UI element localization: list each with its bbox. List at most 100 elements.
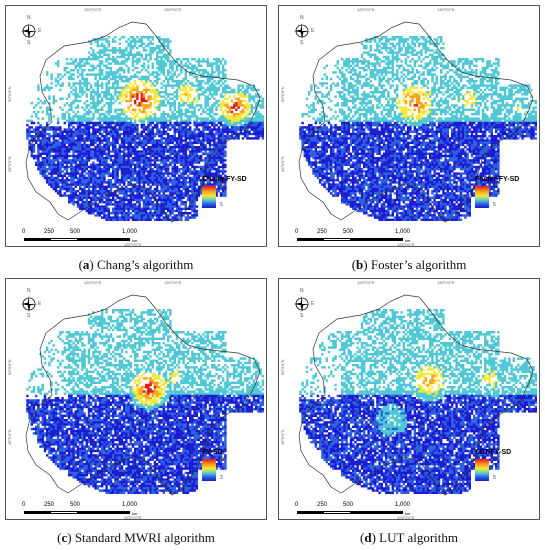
snow-depth-map (25, 21, 264, 223)
region-boundary (25, 21, 261, 223)
compass-n: N (300, 288, 304, 294)
snow-depth-pixels (26, 309, 264, 494)
north-arrow-icon: N S E (291, 288, 315, 319)
left-tick-label: 45°0'0"N (7, 429, 12, 445)
north-arrow-icon: N S E (291, 15, 315, 46)
scale-label: 500 (343, 229, 354, 235)
scale-label: 0 (295, 229, 299, 235)
legend-min-value: 5 (220, 202, 223, 208)
compass-n: N (27, 288, 31, 294)
panel-caption: (a) Chang’s algorithm (78, 257, 194, 272)
top-tick-label: 130°0'0"E (164, 7, 182, 12)
north-arrow-icon: N S E (18, 15, 42, 46)
legend-title: LUT-FY-SD (475, 449, 512, 456)
map-panel-c: 120°0'0"E 130°0'0"E 50°0'0"N 45°0'0"N 12… (5, 278, 267, 545)
map-panel-a: 120°0'0"E 130°0'0"E 50°0'0"N 45°0'0"N 12… (5, 5, 267, 272)
compass-e: E (311, 28, 315, 34)
map-frame: 120°0'0"E 130°0'0"E 50°0'0"N 45°0'0"N 12… (278, 5, 540, 247)
top-tick-label: 130°0'0"E (164, 280, 182, 285)
scale-unit: km (405, 511, 411, 516)
snow-depth-pixels (299, 309, 537, 494)
map-frame: 120°0'0"E 130°0'0"E 50°0'0"N 45°0'0"N 12… (5, 278, 267, 520)
compass-s: S (27, 40, 31, 46)
bottom-tick-label: 125°0'0"E (124, 242, 142, 247)
top-tick-label: 120°0'0"E (357, 280, 375, 285)
legend-min-value: 5 (493, 475, 496, 481)
scale-label: 500 (70, 229, 81, 235)
bottom-tick-label: 125°0'0"E (124, 515, 142, 520)
legend-color-ramp (475, 459, 489, 481)
scale-label: 250 (44, 229, 55, 235)
legend-title: FY-SD (202, 449, 223, 456)
top-tick-label: 130°0'0"E (437, 7, 455, 12)
compass-s: S (27, 313, 31, 319)
map-legend: Chang-FY-SD 50 5 (196, 176, 258, 210)
legend-title: Chang-FY-SD (202, 176, 247, 183)
legend-color-ramp (202, 186, 216, 208)
panel-caption: (b) Foster’s algorithm (351, 257, 467, 272)
compass-e: E (38, 301, 42, 307)
scale-bar: 0 250 500 1,000 km (295, 229, 417, 243)
legend-min-value: 5 (493, 202, 496, 208)
top-tick-label: 120°0'0"E (84, 7, 102, 12)
map-panel-b: 120°0'0"E 130°0'0"E 50°0'0"N 45°0'0"N 12… (278, 5, 540, 272)
left-tick-label: 45°0'0"N (7, 156, 12, 172)
scale-label: 500 (70, 502, 81, 508)
scale-label: 500 (343, 502, 354, 508)
scale-label: 250 (317, 502, 328, 508)
snow-depth-map (25, 294, 264, 496)
scale-label: 1,000 (122, 229, 138, 235)
snow-depth-map (298, 294, 537, 496)
left-tick-label: 50°0'0"N (7, 86, 12, 102)
map-frame: 120°0'0"E 130°0'0"E 50°0'0"N 45°0'0"N 12… (278, 278, 540, 520)
region-boundary (298, 294, 534, 496)
legend-max-value: 50 (220, 184, 226, 190)
scale-unit: km (405, 238, 411, 243)
panel-caption: (d) LUT algorithm (359, 530, 458, 545)
compass-e: E (38, 28, 42, 34)
north-arrow-icon: N S E (18, 288, 42, 319)
legend-max-value: 28 (220, 457, 226, 463)
left-tick-label: 50°0'0"N (280, 86, 285, 102)
compass-n: N (300, 15, 304, 21)
legend-max-value: 33 (493, 184, 499, 190)
compass-n: N (27, 15, 31, 21)
legend-max-value: 38 (493, 457, 499, 463)
bottom-tick-label: 125°0'0"E (397, 515, 415, 520)
map-panel-d: 120°0'0"E 130°0'0"E 50°0'0"N 45°0'0"N 12… (278, 278, 540, 545)
bottom-tick-label: 125°0'0"E (397, 242, 415, 247)
snow-depth-map (298, 21, 537, 223)
panel-caption: (c) Standard MWRI algorithm (57, 530, 215, 545)
compass-e: E (311, 301, 315, 307)
legend-color-ramp (202, 459, 216, 481)
scale-label: 250 (44, 502, 55, 508)
scale-label: 0 (22, 502, 26, 508)
compass-s: S (300, 40, 304, 46)
scale-bar: 0 250 500 1,000 km (22, 502, 144, 516)
legend-color-ramp (475, 186, 489, 208)
region-boundary (25, 294, 261, 496)
snow-depth-pixels (26, 36, 264, 221)
left-tick-label: 45°0'0"N (280, 156, 285, 172)
scale-label: 1,000 (395, 229, 411, 235)
map-frame: 120°0'0"E 130°0'0"E 50°0'0"N 45°0'0"N 12… (5, 5, 267, 247)
map-legend: LUT-FY-SD 38 5 (469, 449, 531, 483)
scale-label: 0 (22, 229, 26, 235)
left-tick-label: 50°0'0"N (280, 359, 285, 375)
compass-s: S (300, 313, 304, 319)
map-legend: Foster-FY-SD 33 5 (469, 176, 531, 210)
scale-label: 1,000 (395, 502, 411, 508)
legend-min-value: 3 (220, 475, 223, 481)
legend-title: Foster-FY-SD (475, 176, 520, 183)
top-tick-label: 120°0'0"E (357, 7, 375, 12)
left-tick-label: 50°0'0"N (7, 359, 12, 375)
scale-unit: km (132, 238, 138, 243)
map-legend: FY-SD 28 3 (196, 449, 258, 483)
scale-unit: km (132, 511, 138, 516)
scale-label: 0 (295, 502, 299, 508)
top-tick-label: 130°0'0"E (437, 280, 455, 285)
left-tick-label: 45°0'0"N (280, 429, 285, 445)
scale-label: 1,000 (122, 502, 138, 508)
top-tick-label: 120°0'0"E (84, 280, 102, 285)
scale-label: 250 (317, 229, 328, 235)
